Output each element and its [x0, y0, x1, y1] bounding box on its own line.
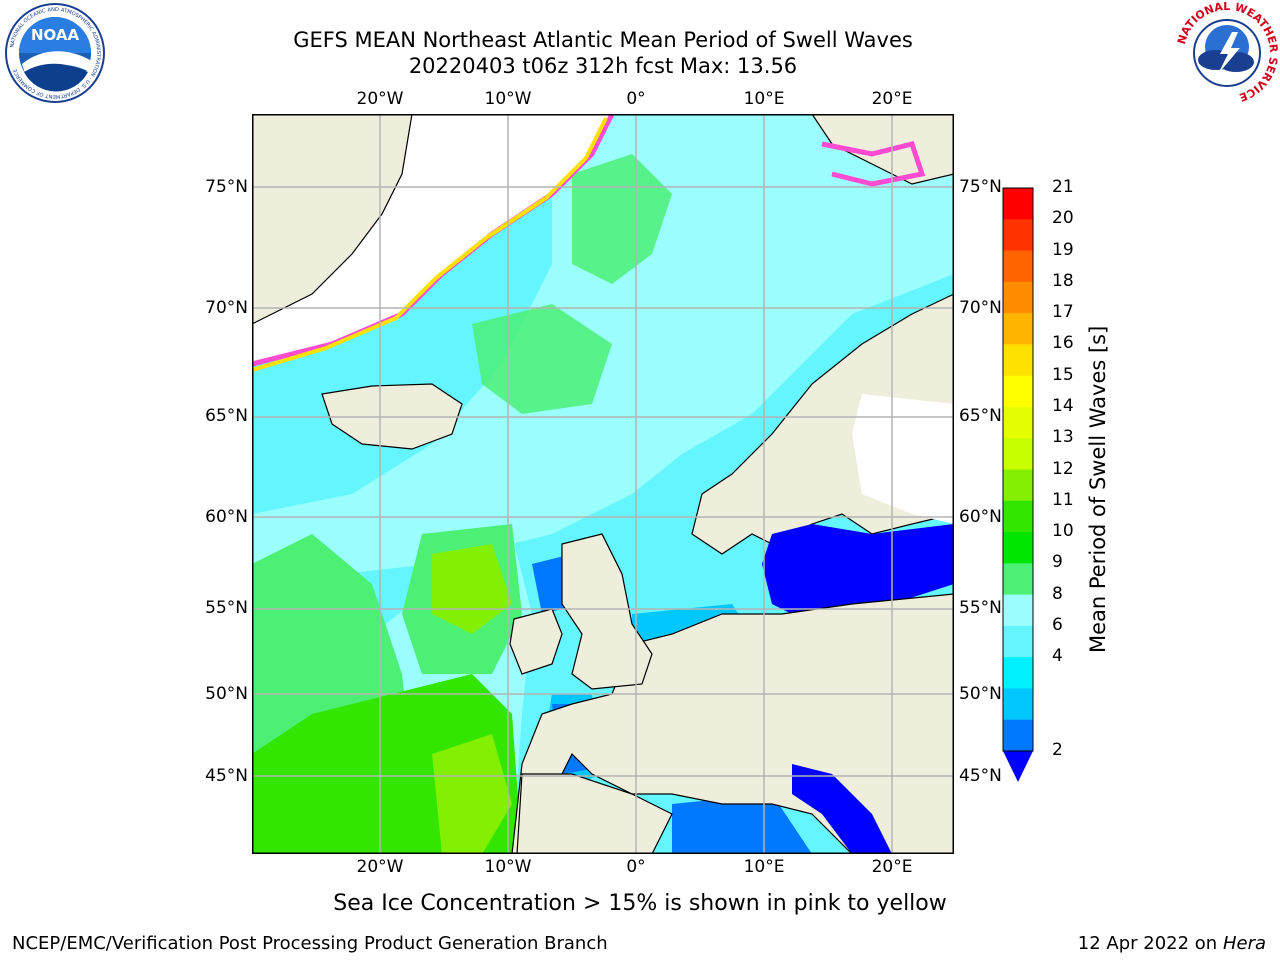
- ocean-zone-11-12s: [432, 544, 512, 634]
- footer-date: 12 Apr 2022 on Hera: [1078, 933, 1266, 954]
- lat-tick-right-65n: 65°N: [959, 406, 1002, 426]
- greenland-land: [252, 114, 413, 325]
- lon-tick-bottom-0: 0°: [626, 857, 646, 877]
- ocean-zone-9-10s-2: [472, 304, 612, 414]
- lat-tick-right-60n: 60°N: [959, 507, 1002, 527]
- svalbard-ice-edge: [821, 141, 926, 187]
- lat-tick-left-65n: 65°N: [205, 406, 248, 426]
- noaa-logo-text: NOAA: [31, 26, 80, 44]
- map-frame: [252, 114, 954, 854]
- colorbar-frame: [1002, 187, 1034, 752]
- chart-subtitle: 20220403 t06z 312h fcst Max: 13.56: [408, 54, 798, 78]
- colorbar-swatch: [1003, 250, 1033, 283]
- colorbar-tick-label: 15: [1052, 364, 1074, 385]
- colorbar-swatch: [1003, 406, 1033, 439]
- colorbar-swatch: [1003, 657, 1033, 689]
- colorbar-tick-label: 18: [1052, 270, 1074, 291]
- colorbar-swatch: [1003, 532, 1033, 564]
- colorbar-tick-label: 20: [1052, 208, 1074, 229]
- footer-credit: NCEP/EMC/Verification Post Processing Pr…: [12, 933, 608, 954]
- lon-tick-top-10e: 10°E: [743, 89, 785, 109]
- colorbar-swatch: [1003, 219, 1033, 252]
- colorbar-tick-label: 2: [1052, 740, 1063, 760]
- colorbar-extend-min: [1003, 751, 1033, 782]
- chart-title: GEFS MEAN Northeast Atlantic Mean Period…: [293, 28, 913, 52]
- colorbar-swatch: [1003, 625, 1033, 658]
- colorbar-tick-label: 21: [1052, 177, 1074, 197]
- colorbar-swatch: [1003, 438, 1033, 470]
- lat-tick-left-45n: 45°N: [205, 766, 248, 786]
- colorbar-tick-label: 17: [1052, 302, 1074, 323]
- lat-tick-left-75n: 75°N: [205, 177, 248, 197]
- colorbar-tick-label: 19: [1052, 239, 1074, 260]
- lat-tick-left-50n: 50°N: [205, 684, 248, 704]
- colorbar-swatch: [1003, 563, 1033, 596]
- bothnia-ice: [852, 394, 954, 524]
- lon-tick-top-20e: 20°E: [871, 89, 913, 109]
- footer-date-text: 12 Apr 2022 on: [1077, 933, 1223, 954]
- lat-tick-left-70n: 70°N: [205, 298, 248, 318]
- ocean-zone-2-4s-med: [672, 794, 812, 854]
- colorbar-swatch: [1003, 188, 1033, 220]
- colorbar-tick-label: 13: [1052, 427, 1074, 448]
- footer-machine: Hera: [1222, 933, 1266, 954]
- colorbar-tick-label: 8: [1052, 583, 1063, 604]
- colorbar: [1002, 187, 1034, 782]
- lat-tick-left-55n: 55°N: [205, 598, 248, 618]
- lat-tick-right-75n: 75°N: [959, 177, 1002, 197]
- ocean-zone-11-12s-2: [432, 734, 512, 854]
- colorbar-tick-label: 12: [1052, 458, 1074, 479]
- lat-tick-right-55n: 55°N: [959, 598, 1002, 618]
- colorbar-swatch: [1003, 719, 1033, 752]
- lat-tick-right-70n: 70°N: [959, 298, 1002, 318]
- iberia-land: [516, 773, 673, 854]
- colorbar-swatch: [1003, 469, 1033, 502]
- colorbar-swatch: [1003, 344, 1033, 377]
- lon-tick-bottom-10e: 10°E: [743, 857, 785, 877]
- colorbar-tick-label: 4: [1052, 646, 1063, 667]
- colorbar-swatch: [1003, 500, 1033, 533]
- colorbar-swatch: [1003, 688, 1033, 721]
- lon-tick-top-10w: 10°W: [484, 89, 532, 109]
- nws-logo: NATIONAL WEATHER SERVICE: [1176, 2, 1278, 104]
- map-panel: [252, 114, 954, 854]
- colorbar-swatch: [1003, 281, 1033, 314]
- colorbar-swatch: [1003, 594, 1033, 627]
- colorbar-swatch: [1003, 313, 1033, 345]
- great-britain-land: [561, 533, 653, 690]
- adriatic-sea: [792, 764, 892, 854]
- colorbar-tick-label: 10: [1052, 521, 1074, 542]
- lat-tick-right-45n: 45°N: [959, 766, 1002, 786]
- colorbar-swatch: [1003, 375, 1033, 408]
- noaa-logo: NOAA NATIONAL OCEANIC AND ATMOSPHERIC AD…: [5, 3, 105, 103]
- lon-tick-bottom-10w: 10°W: [484, 857, 532, 877]
- lon-tick-top-20w: 20°W: [356, 89, 404, 109]
- colorbar-tick-label: 6: [1052, 614, 1063, 635]
- colorbar-tick-label: 16: [1052, 333, 1074, 354]
- sea-ice-note: Sea Ice Concentration > 15% is shown in …: [333, 891, 947, 916]
- lat-tick-left-60n: 60°N: [205, 507, 248, 527]
- lon-tick-bottom-20e: 20°E: [871, 857, 913, 877]
- graticule: [252, 114, 954, 854]
- lon-tick-top-0: 0°: [626, 89, 646, 109]
- colorbar-tick-label: 11: [1052, 489, 1074, 510]
- colorbar-title: Mean Period of Swell Waves [s]: [1086, 325, 1110, 653]
- sea-ice-edge-yellow: [252, 117, 608, 372]
- lon-tick-bottom-20w: 20°W: [356, 857, 404, 877]
- colorbar-tick-label: 9: [1052, 552, 1063, 573]
- lat-tick-right-50n: 50°N: [959, 684, 1002, 704]
- colorbar-tick-label: 14: [1052, 395, 1074, 416]
